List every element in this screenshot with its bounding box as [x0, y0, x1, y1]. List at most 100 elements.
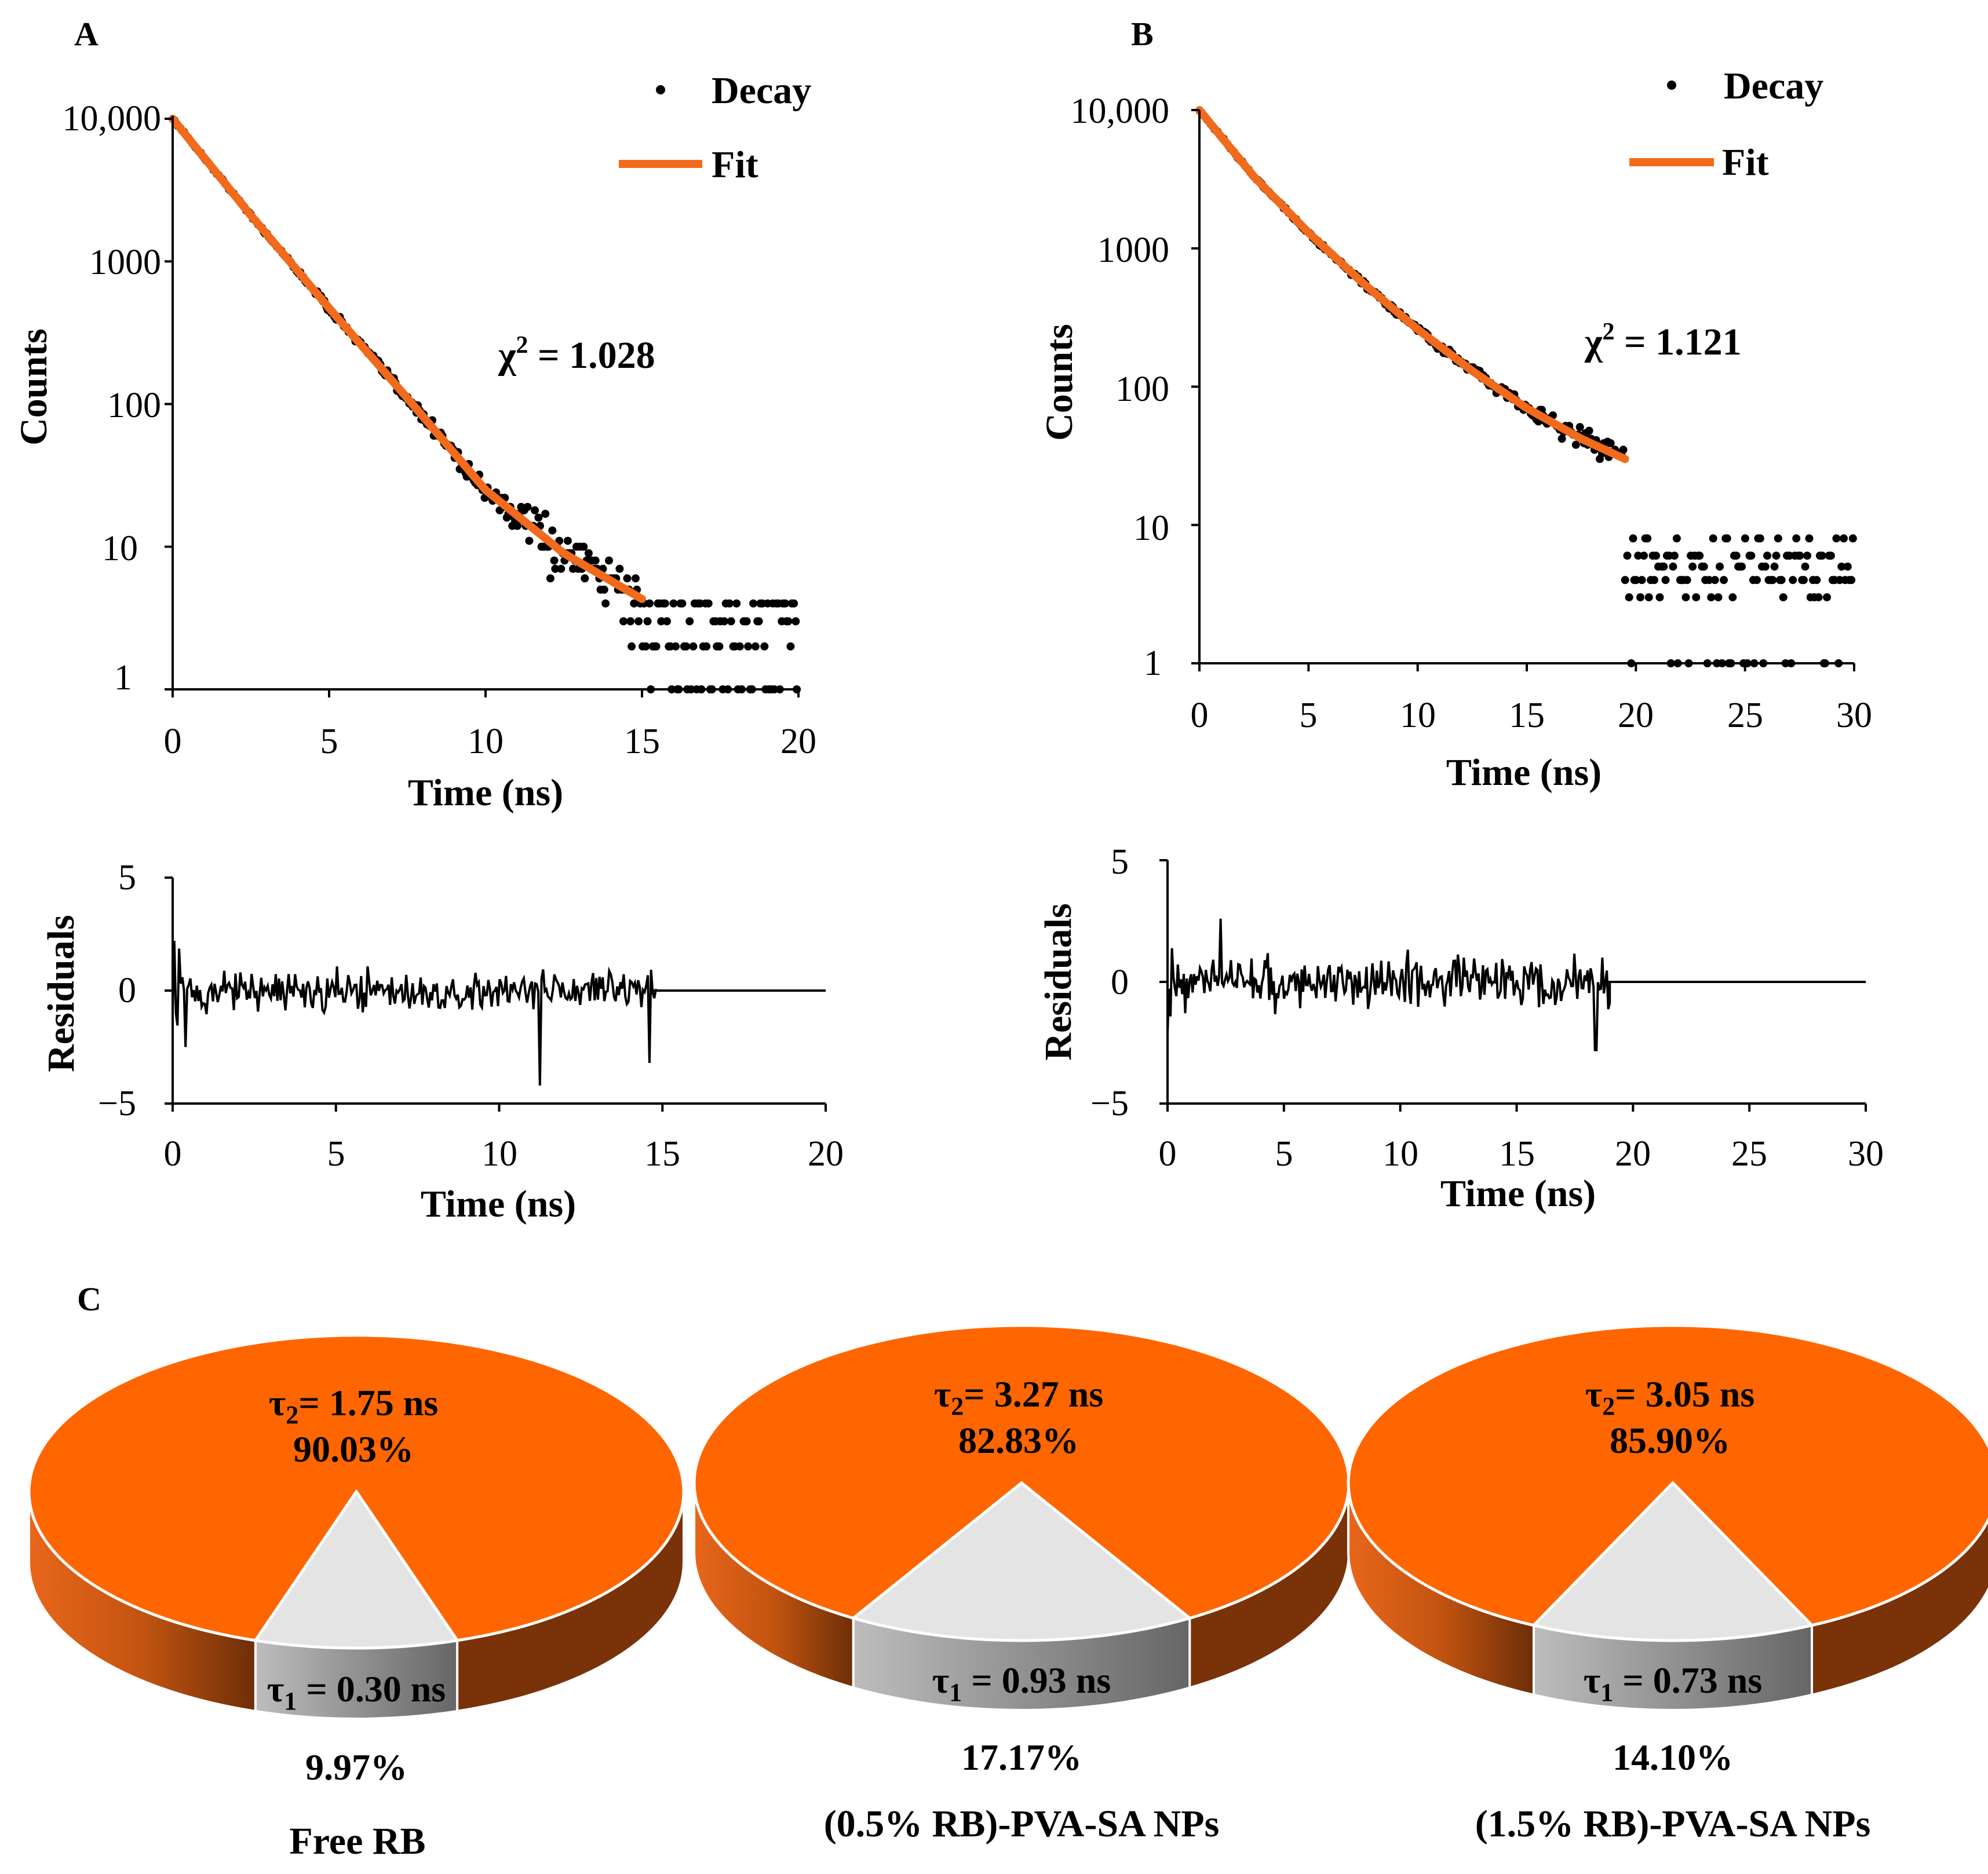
tau-subscript: 1	[1600, 1678, 1613, 1707]
residual-line-b	[1166, 918, 1611, 1051]
x-tick-label: 20	[780, 722, 816, 761]
chi-value: = 1.121	[1615, 321, 1742, 363]
pie-slice-tau2	[1347, 1324, 1988, 1627]
decay-point	[550, 556, 559, 565]
decay-point	[1644, 593, 1653, 602]
y-tick-label: 1000	[89, 243, 161, 282]
legend-decay-marker	[656, 85, 665, 94]
pie-percent-tau1: 17.17%	[961, 1737, 1082, 1778]
y-tick-label: 1	[114, 658, 132, 697]
y-tick-labels-b: 10,000 1000 100 10 1	[1071, 92, 1170, 683]
x-tick-label: 5	[320, 722, 338, 761]
pie-label-tau2: τ2= 1.75 ns	[269, 1382, 438, 1429]
decay-point	[615, 564, 624, 573]
x-tick-label: 15	[644, 1134, 680, 1174]
y-tick-label: 100	[107, 386, 161, 425]
decay-point	[1779, 593, 1788, 602]
decay-point	[720, 617, 728, 626]
x-tick-label: 15	[624, 722, 660, 761]
decay-point	[1803, 551, 1811, 560]
pie-caption: (1.5% RB)-PVA-SA NPs	[1475, 1803, 1871, 1845]
x-tick-label: 0	[1159, 1134, 1177, 1174]
chi-exponent: 2	[516, 332, 528, 359]
decay-point	[1714, 593, 1723, 602]
y-tick-label: 100	[1115, 370, 1169, 409]
decay-point	[735, 642, 744, 651]
decay-point	[1709, 534, 1717, 543]
y-tick-label: 1	[1144, 644, 1162, 683]
pie-label-tau2: τ2= 3.27 ns	[934, 1373, 1103, 1420]
tick-marks-b	[1191, 109, 1855, 671]
tau-subscript: 2	[286, 1401, 298, 1429]
x-tick-label: 5	[1300, 696, 1318, 735]
decay-point	[1619, 445, 1628, 454]
decay-point	[1837, 562, 1846, 571]
decay-point	[1768, 576, 1777, 585]
decay-point	[672, 642, 680, 651]
decay-point	[725, 599, 734, 608]
decay-point	[1770, 562, 1779, 571]
decay-point	[1716, 562, 1724, 571]
y-tick-label: 10,000	[63, 99, 162, 138]
decay-point	[790, 599, 798, 608]
pie-slice-tau2	[27, 1334, 685, 1642]
decay-point	[1661, 576, 1670, 585]
decay-point	[1753, 576, 1761, 585]
decay-point	[623, 574, 632, 583]
decay-point	[1650, 576, 1658, 585]
x-tick-label: 5	[1275, 1134, 1293, 1174]
decay-point	[1801, 562, 1810, 571]
residual-y-axis-title-b: Residuals	[1037, 903, 1079, 1060]
pie-percent-tau2: 85.90%	[1610, 1420, 1730, 1461]
tau1-value: = 0.73 ns	[1613, 1660, 1762, 1701]
decay-point	[1738, 562, 1746, 571]
decay-point	[1832, 534, 1841, 543]
x-tick-label: 10	[468, 722, 504, 761]
decay-point	[1826, 551, 1835, 560]
decay-point	[534, 513, 543, 522]
y-tick-label: 10	[102, 529, 138, 568]
legend-b: Decay Fit	[1629, 65, 1823, 184]
decay-point	[1669, 562, 1677, 571]
decay-point	[630, 599, 639, 608]
legend-decay-label: Decay	[1724, 65, 1823, 107]
x-tick-label: 20	[808, 1134, 844, 1174]
decay-point	[1792, 534, 1801, 543]
y-tick-label: 0	[118, 971, 136, 1010]
residual-chart-a: 5 0 −5 0 5 10 15 20 Time (ns) Residuals	[40, 858, 844, 1225]
decay-point	[1681, 593, 1690, 602]
decay-point	[791, 617, 800, 626]
tau-symbol: τ	[269, 1382, 286, 1423]
tau2-value: = 3.05 ns	[1615, 1373, 1754, 1415]
decay-point	[1621, 576, 1629, 585]
decay-point	[1625, 593, 1633, 602]
decay-point	[531, 506, 539, 514]
tau-symbol: τ	[1584, 1660, 1601, 1701]
pie-label-tau1: τ1 = 0.30 ns	[267, 1668, 446, 1715]
decay-point	[1848, 534, 1857, 543]
decay-point	[685, 617, 694, 626]
decay-point	[1847, 576, 1856, 585]
x-tick-label: 10	[482, 1134, 517, 1174]
panel-letter-c: C	[77, 1280, 101, 1318]
decay-point	[1772, 551, 1781, 560]
fit-line-a	[169, 115, 646, 603]
residual-x-tick-labels-b: 0 5 10 15 20 25 30	[1159, 1134, 1884, 1174]
panel-letter-b: B	[1131, 15, 1154, 53]
decay-point	[760, 642, 769, 651]
decay-point	[1634, 551, 1643, 560]
decay-point	[1812, 576, 1821, 585]
decay-point	[1623, 551, 1632, 560]
x-axis-title-b: Time (ns)	[1446, 751, 1602, 794]
y-tick-label: 0	[1111, 963, 1129, 1002]
decay-point	[1741, 534, 1749, 543]
decay-point	[1606, 439, 1615, 448]
legend-fit-label: Fit	[712, 144, 758, 186]
x-tick-labels-a: 0 5 10 15 20	[164, 722, 817, 761]
tau-subscript: 2	[951, 1392, 964, 1420]
decay-point	[1818, 551, 1826, 560]
pie-label-tau1: τ1 = 0.93 ns	[932, 1660, 1111, 1707]
pie-caption: Free RB	[289, 1820, 425, 1862]
chi-square-b: χ2 = 1.121	[1584, 319, 1742, 363]
